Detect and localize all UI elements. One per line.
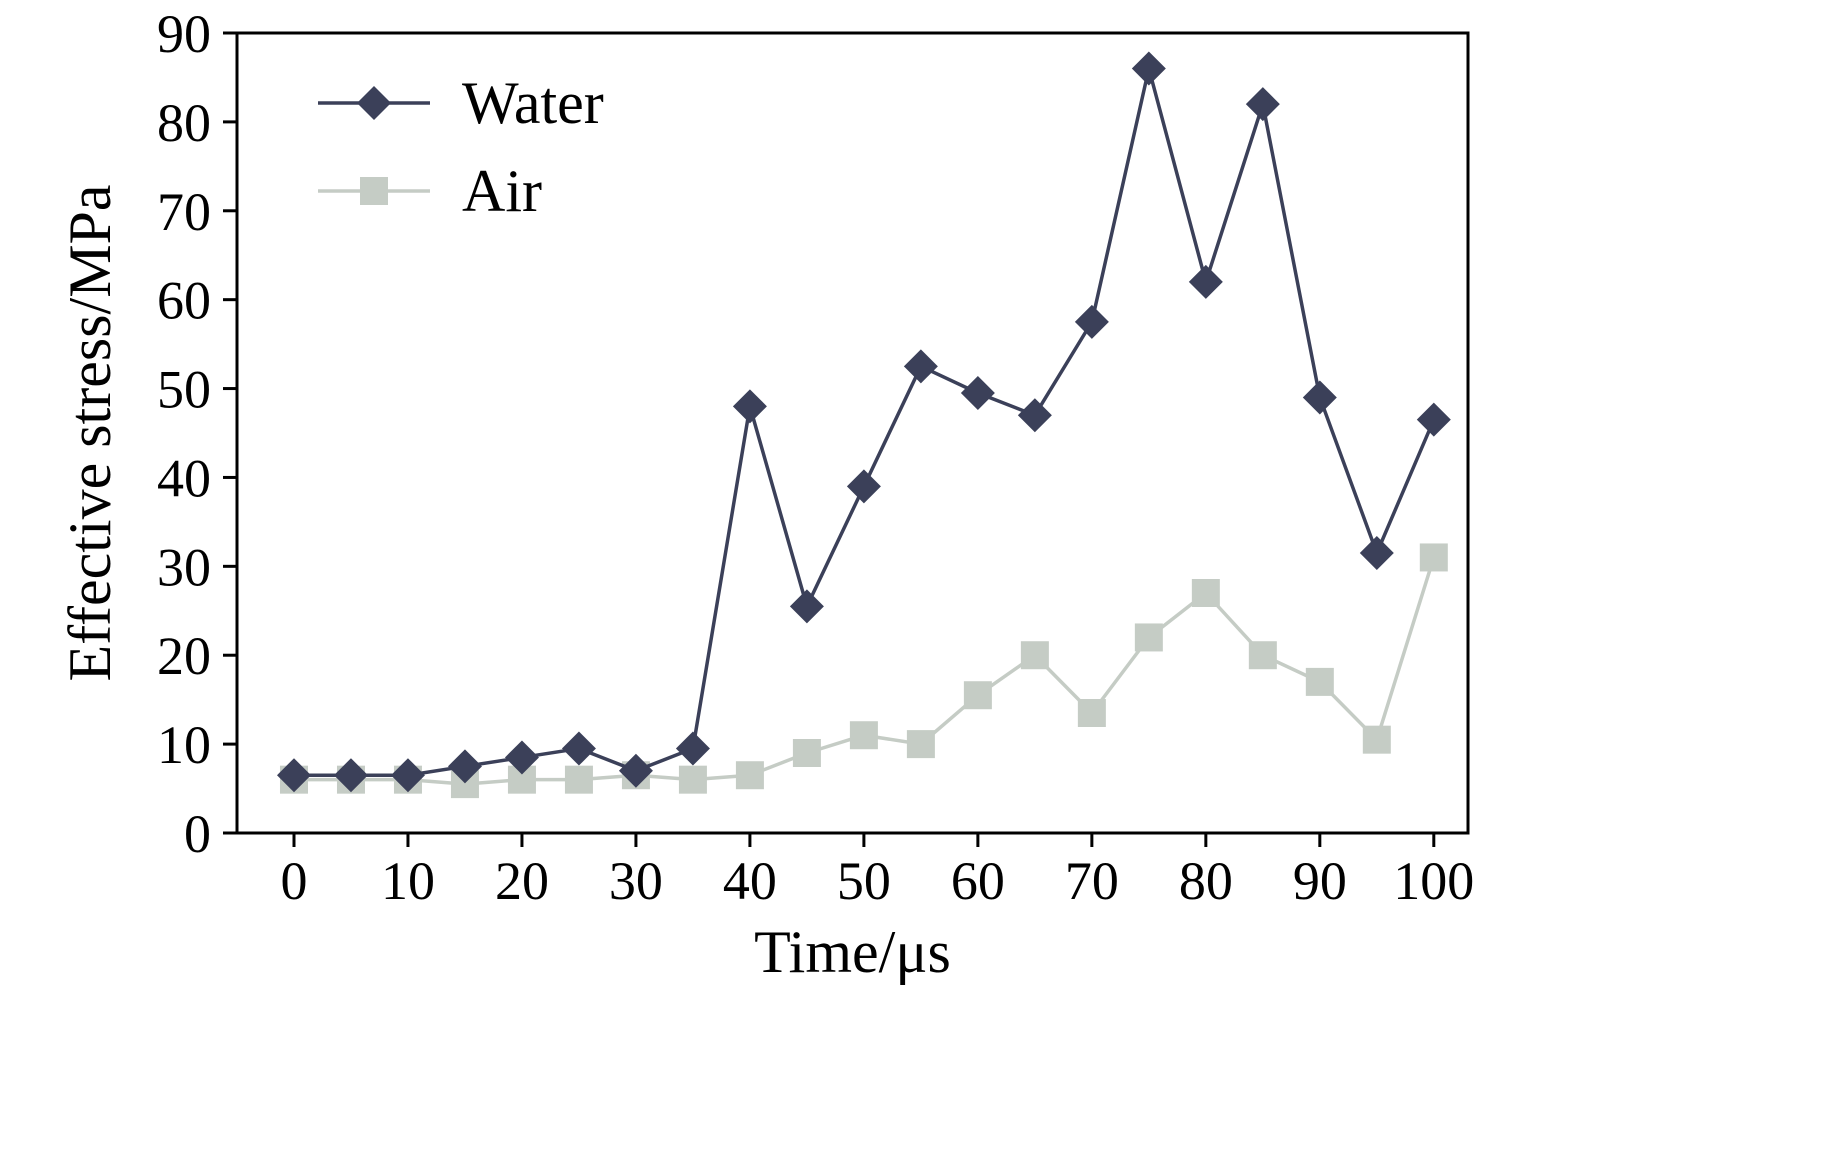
diamond-marker-icon [1245, 87, 1280, 122]
x-tick-label: 50 [837, 851, 891, 911]
diamond-marker-icon [846, 469, 881, 504]
square-marker-icon [1305, 667, 1334, 696]
diamond-marker-icon [1131, 51, 1166, 86]
diamond-marker-icon [960, 376, 995, 410]
square-marker-icon [849, 721, 878, 750]
y-axis-label: Effective stress/MPa [57, 184, 123, 681]
square-marker-icon [564, 765, 593, 794]
square-marker-icon [1362, 725, 1391, 754]
x-tick-label: 40 [723, 851, 777, 911]
legend-item-air: Air [318, 158, 542, 224]
x-tick-label: 0 [280, 851, 307, 911]
square-marker-icon [360, 177, 388, 205]
x-tick-label: 60 [951, 851, 1005, 911]
y-tick-label: 70 [157, 182, 211, 242]
x-tick-label: 80 [1179, 851, 1233, 911]
diamond-marker-icon [276, 758, 311, 793]
diamond-marker-icon [675, 731, 710, 766]
series-air [279, 543, 1448, 799]
y-tick-label: 20 [157, 626, 211, 686]
diamond-marker-icon [1416, 402, 1451, 437]
diamond-marker-icon [618, 753, 653, 788]
square-marker-icon [678, 765, 707, 794]
diamond-marker-icon [732, 389, 767, 424]
y-tick-label: 0 [184, 804, 211, 864]
square-marker-icon [735, 761, 764, 790]
y-tick-label: 50 [157, 360, 211, 420]
x-axis-label: Time/μs [754, 919, 951, 985]
square-marker-icon [1077, 699, 1106, 727]
diamond-marker-icon [1359, 536, 1394, 570]
square-marker-icon [1191, 579, 1220, 607]
diamond-marker-icon [357, 86, 391, 120]
square-marker-icon [1134, 623, 1163, 652]
y-tick-label: 10 [157, 715, 211, 775]
diamond-marker-icon [390, 758, 425, 793]
diamond-marker-icon [1017, 398, 1052, 433]
legend-label-air: Air [462, 158, 542, 224]
y-tick-label: 60 [157, 271, 211, 331]
y-tick-label: 90 [157, 4, 211, 64]
diamond-marker-icon [789, 589, 824, 624]
x-tick-label: 90 [1293, 851, 1347, 911]
diamond-marker-icon [561, 731, 596, 766]
x-tick-label: 100 [1393, 851, 1474, 911]
square-marker-icon [963, 681, 992, 710]
legend-label-water: Water [462, 70, 604, 136]
x-tick-label: 20 [495, 851, 549, 911]
square-marker-icon [1020, 641, 1049, 670]
square-marker-icon [906, 730, 935, 759]
diamond-marker-icon [504, 740, 539, 775]
series-water [276, 51, 1451, 793]
diamond-marker-icon [333, 758, 368, 793]
diamond-marker-icon [1188, 264, 1223, 299]
square-marker-icon [1419, 543, 1448, 572]
y-tick-label: 30 [157, 537, 211, 597]
legend-item-water: Water [318, 70, 604, 136]
diamond-marker-icon [447, 749, 482, 784]
diamond-marker-icon [1302, 380, 1337, 415]
y-tick-label: 80 [157, 93, 211, 153]
x-tick-label: 70 [1065, 851, 1119, 911]
x-tick-label: 30 [609, 851, 663, 911]
square-marker-icon [792, 739, 821, 767]
plot-border [235, 31, 1470, 835]
diamond-marker-icon [1074, 304, 1109, 339]
x-tick-label: 10 [381, 851, 435, 911]
diamond-marker-icon [903, 349, 938, 384]
y-tick-label: 40 [157, 448, 211, 508]
square-marker-icon [1248, 641, 1277, 670]
